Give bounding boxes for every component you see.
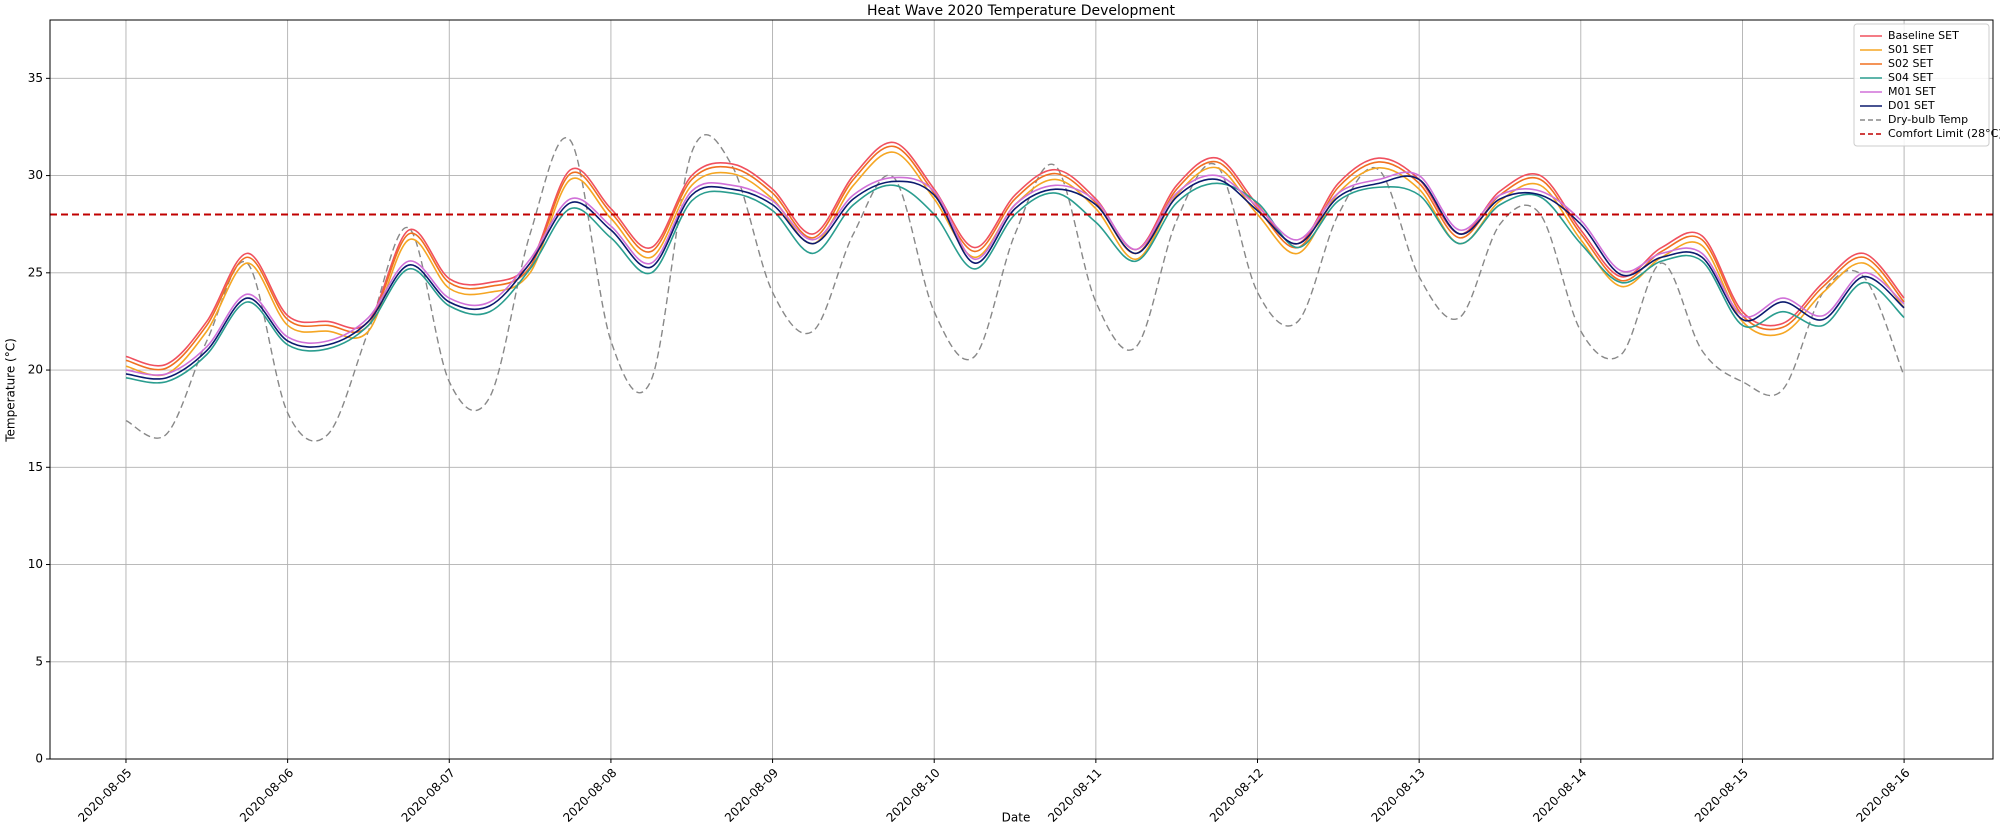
legend-label: Dry-bulb Temp [1888,113,1968,126]
series-line [125,134,1905,442]
x-tick-label: 2020-08-05 [75,766,134,825]
x-tick-label: 2020-08-12 [1207,766,1266,825]
plot-frame [49,19,1994,760]
x-tick-label: 2020-08-11 [1045,766,1104,825]
y-tick-label: 20 [28,363,43,377]
x-tick-label: 2020-08-10 [884,766,943,825]
chart-title: Heat Wave 2020 Temperature Development [867,3,1176,19]
series-line [125,145,1905,371]
legend-box [1853,23,1990,147]
x-tick-label: 2020-08-06 [237,766,296,825]
y-tick-label: 35 [28,71,43,85]
y-tick-label: 10 [28,557,43,571]
legend-label: S04 SET [1888,71,1933,84]
legend-label: D01 SET [1888,99,1935,112]
x-tick-label: 2020-08-15 [1692,766,1751,825]
series-line [125,182,1905,384]
y-tick-label: 5 [35,654,43,668]
x-tick-label: 2020-08-08 [560,766,619,825]
legend-label: S01 SET [1888,43,1933,56]
legend-label: S02 SET [1888,57,1933,70]
x-tick-label: 2020-08-07 [399,766,458,825]
x-tick-label: 2020-08-09 [722,766,781,825]
legend-label: Comfort Limit (28°C) [1888,127,2000,140]
y-tick-label: 0 [35,752,43,766]
x-tick-label: 2020-08-16 [1853,766,1912,825]
x-axis-label: Date [1002,811,1031,825]
series-line [125,171,1905,376]
series-line [125,175,1905,380]
y-tick-label: 25 [28,265,43,279]
x-tick-label: 2020-08-13 [1369,766,1428,825]
legend-label: M01 SET [1888,85,1936,98]
legend-label: Baseline SET [1888,29,1959,42]
x-tick-label: 2020-08-14 [1530,766,1589,825]
y-axis-label: Temperature (°C) [4,338,18,443]
y-tick-label: 15 [28,460,43,474]
y-tick-label: 30 [28,168,43,182]
